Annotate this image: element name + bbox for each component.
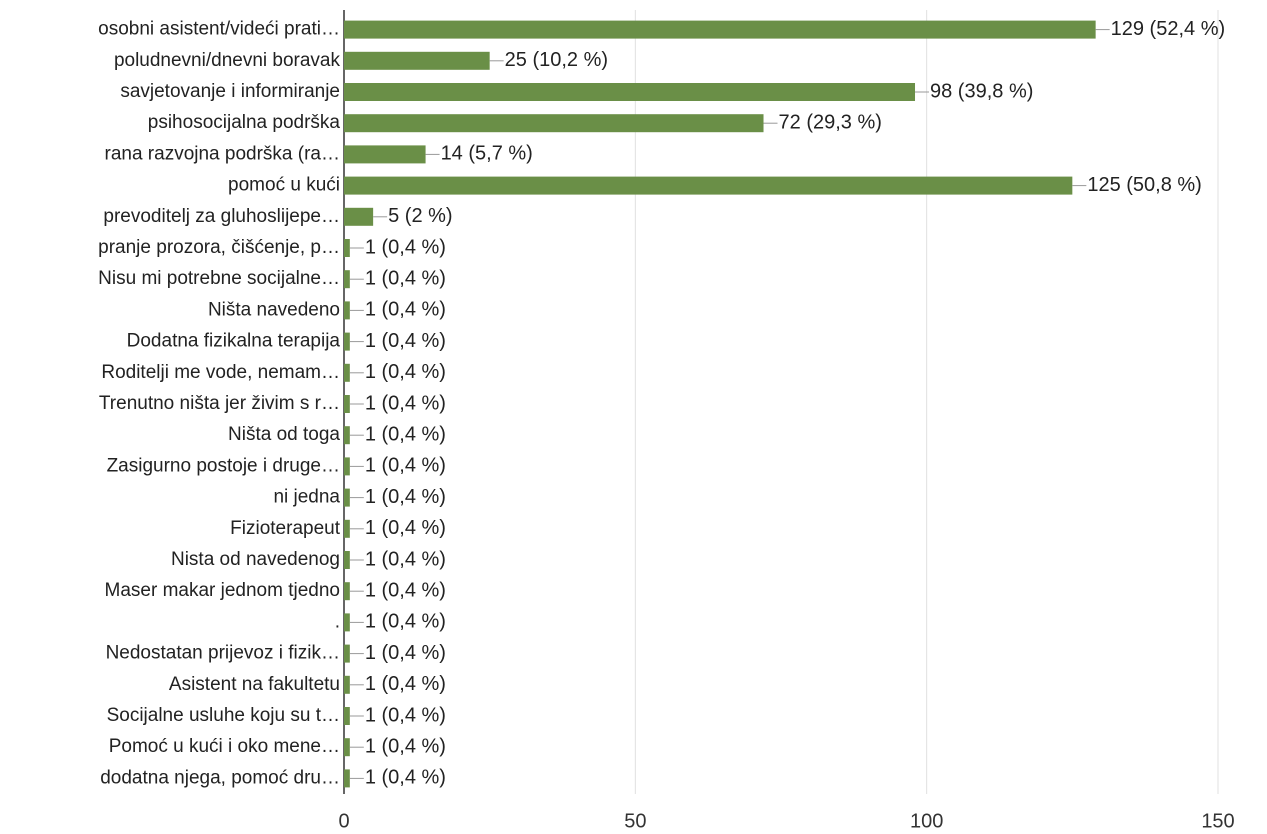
category-label: Nista od navedenog — [171, 549, 340, 570]
value-label: 129 (52,4 %) — [1111, 18, 1226, 40]
value-label: 1 (0,4 %) — [365, 486, 446, 508]
bar — [344, 738, 350, 757]
value-label: 1 (0,4 %) — [365, 423, 446, 445]
category-label: Fizioterapeut — [230, 518, 341, 539]
value-label: 1 (0,4 %) — [365, 455, 446, 477]
value-label: 25 (10,2 %) — [505, 49, 608, 71]
bar — [344, 176, 1073, 195]
bar — [344, 332, 350, 351]
bar — [344, 426, 350, 445]
value-label: 1 (0,4 %) — [365, 704, 446, 726]
category-label: Dodatna fizikalna terapija — [127, 331, 341, 352]
x-tick-label: 0 — [338, 810, 349, 832]
bar — [344, 644, 350, 663]
value-label: 1 (0,4 %) — [365, 611, 446, 633]
category-label: . — [335, 611, 340, 632]
category-label: Socijalne usluhe koju su t… — [107, 705, 340, 726]
bar — [344, 707, 350, 725]
value-label: 1 (0,4 %) — [365, 330, 446, 352]
x-tick-label: 100 — [910, 810, 943, 832]
category-label: dodatna njega, pomoć dru… — [100, 767, 340, 788]
bar — [344, 613, 350, 632]
bar — [344, 519, 350, 538]
value-label: 1 (0,4 %) — [365, 767, 446, 789]
bar — [344, 239, 350, 257]
bar — [344, 51, 490, 70]
category-label: Nedostatan prijevoz i fizik… — [106, 643, 340, 664]
value-label: 1 (0,4 %) — [365, 236, 446, 258]
category-label: osobni asistent/videći prati… — [98, 19, 340, 40]
category-label: Trenutno ništa jer živim s r… — [99, 393, 340, 414]
bar — [344, 145, 426, 164]
bar — [344, 395, 350, 413]
bar — [344, 363, 350, 382]
value-label: 1 (0,4 %) — [365, 517, 446, 539]
category-label: Roditelji me vode, nemam… — [101, 362, 340, 383]
bar — [344, 83, 916, 101]
category-label: Ništa od toga — [228, 424, 340, 445]
value-label: 1 (0,4 %) — [365, 548, 446, 570]
x-tick-label: 50 — [624, 810, 646, 832]
value-label: 14 (5,7 %) — [441, 143, 533, 165]
bar — [344, 769, 350, 788]
category-label: Ništa navedeno — [208, 299, 340, 320]
value-label: 1 (0,4 %) — [365, 642, 446, 664]
category-label: Asistent na fakultetu — [169, 674, 340, 695]
category-label: savjetovanje i informiranje — [120, 81, 340, 102]
value-label: 72 (29,3 %) — [779, 111, 882, 133]
value-label: 1 (0,4 %) — [365, 299, 446, 321]
bar — [344, 270, 350, 289]
bar — [344, 582, 350, 601]
category-label: Zasigurno postoje i druge… — [107, 455, 340, 476]
value-label: 1 (0,4 %) — [365, 579, 446, 601]
category-label: poludnevni/dnevni boravak — [114, 50, 341, 71]
bar — [344, 114, 764, 133]
bar — [344, 207, 374, 226]
category-label: ni jedna — [273, 487, 340, 508]
bar — [344, 457, 350, 476]
value-label: 5 (2 %) — [388, 205, 452, 227]
bar — [344, 675, 350, 694]
bar — [344, 301, 350, 320]
category-label: pomoć u kući — [228, 175, 340, 196]
value-label: 125 (50,8 %) — [1087, 174, 1202, 196]
bar — [344, 488, 350, 507]
value-label: 98 (39,8 %) — [930, 80, 1033, 102]
value-label: 1 (0,4 %) — [365, 361, 446, 383]
category-label: prevoditelj za gluhoslijepe… — [103, 206, 340, 227]
category-label: pranje prozora, čišćenje, p… — [98, 237, 340, 258]
value-label: 1 (0,4 %) — [365, 392, 446, 414]
x-tick-label: 150 — [1201, 810, 1234, 832]
category-label: Pomoć u kući i oko mene… — [109, 736, 340, 757]
category-label: psihosocijalna podrška — [148, 112, 341, 133]
value-label: 1 (0,4 %) — [365, 673, 446, 695]
bar — [344, 20, 1096, 39]
bar — [344, 551, 350, 569]
value-label: 1 (0,4 %) — [365, 735, 446, 757]
category-label: rana razvojna podrška (ra… — [105, 143, 341, 164]
category-label: Nisu mi potrebne socijalne… — [98, 268, 340, 289]
value-label: 1 (0,4 %) — [365, 267, 446, 289]
category-label: Maser makar jednom tjedno — [105, 580, 341, 601]
